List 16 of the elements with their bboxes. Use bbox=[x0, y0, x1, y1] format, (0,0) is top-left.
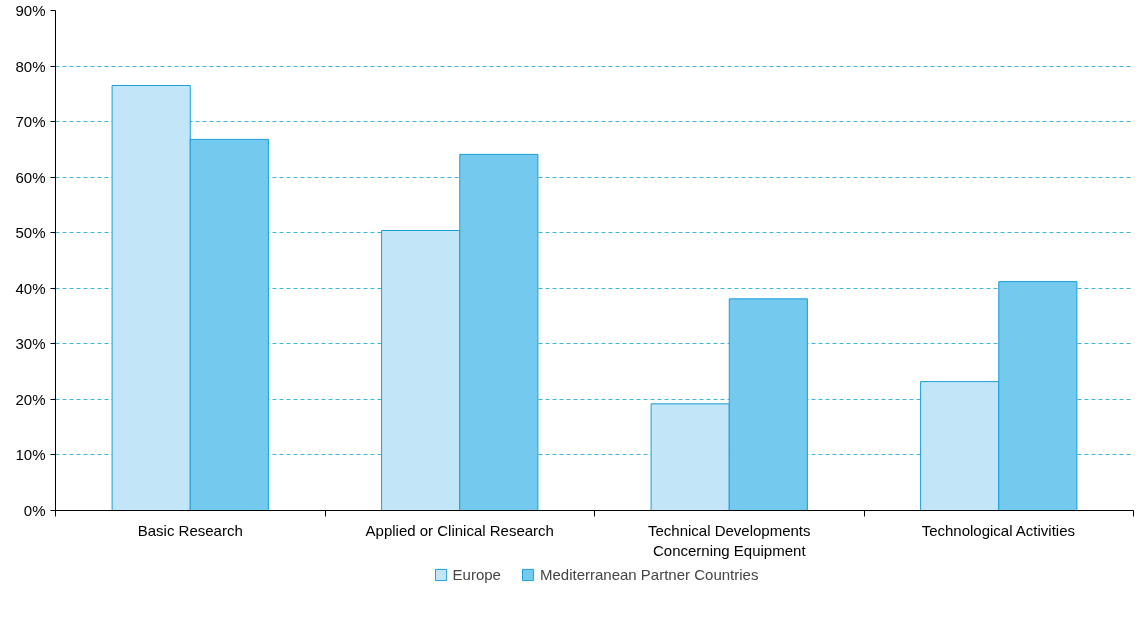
legend-label: Mediterranean Partner Countries bbox=[539, 565, 759, 583]
y-tick-label: 0% bbox=[23, 502, 46, 519]
x-tick-label: Technical Developments Concerning Equipment bbox=[647, 521, 811, 559]
x-tick-label: Applied or Clinical Research bbox=[365, 521, 554, 539]
y-tick-label: 50% bbox=[15, 224, 46, 242]
y-tick-label: 40% bbox=[15, 279, 46, 297]
x-tick-label: Basic Research bbox=[137, 521, 243, 539]
x-tick-label: Technological Activities bbox=[921, 521, 1076, 539]
y-tick-label: 80% bbox=[15, 57, 46, 75]
y-tick-label: 90% bbox=[15, 2, 46, 19]
y-tick-label: 60% bbox=[15, 168, 46, 186]
y-tick-label: 10% bbox=[15, 446, 46, 464]
y-tick-label: 20% bbox=[15, 390, 46, 408]
y-tick-label: 30% bbox=[15, 335, 46, 353]
y-tick-label: 70% bbox=[15, 113, 46, 131]
legend-label: Europe bbox=[452, 565, 501, 583]
